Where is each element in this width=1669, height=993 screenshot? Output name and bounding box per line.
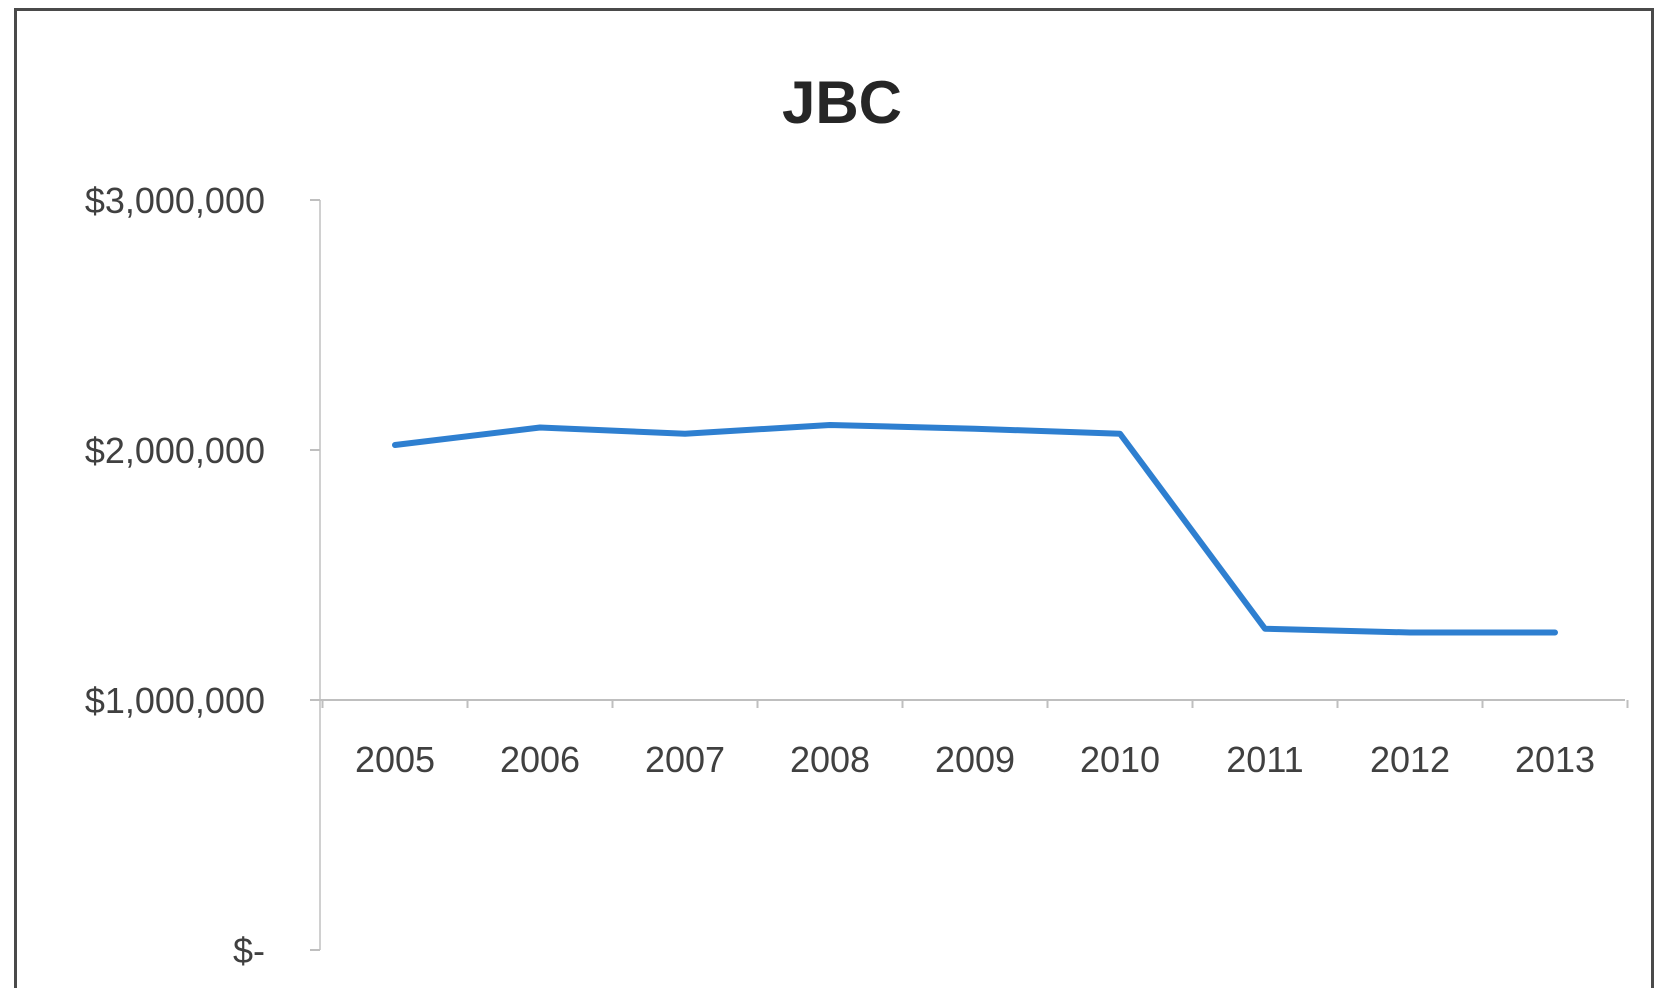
x-tick-label: 2009	[935, 739, 1015, 780]
y-axis-ticks: $- $1,000,000 $2,000,000 $3,000,000	[85, 180, 320, 971]
x-tick-label: 2013	[1515, 739, 1595, 780]
axes	[319, 200, 1625, 950]
x-axis-ticks: 2005 2006 2007 2008 2009 2010 2011 2012 2013	[321, 700, 1629, 780]
x-tick-label: 2008	[790, 739, 870, 780]
y-tick-label: $1,000,000	[85, 680, 265, 721]
x-tick-label: 2006	[500, 739, 580, 780]
series-line	[392, 422, 1558, 636]
x-tick-label: 2005	[355, 739, 435, 780]
x-tick-label: 2012	[1370, 739, 1450, 780]
x-tick-label: 2011	[1226, 739, 1303, 780]
y-tick-label: $-	[233, 930, 265, 971]
x-tick-label: 2010	[1080, 739, 1160, 780]
chart-frame	[14, 8, 1654, 988]
y-tick-label: $2,000,000	[85, 430, 265, 471]
chart-title: JBC	[782, 69, 902, 136]
y-tick-label: $3,000,000	[85, 180, 265, 221]
series-group	[392, 422, 1558, 636]
x-tick-label: 2007	[645, 739, 725, 780]
